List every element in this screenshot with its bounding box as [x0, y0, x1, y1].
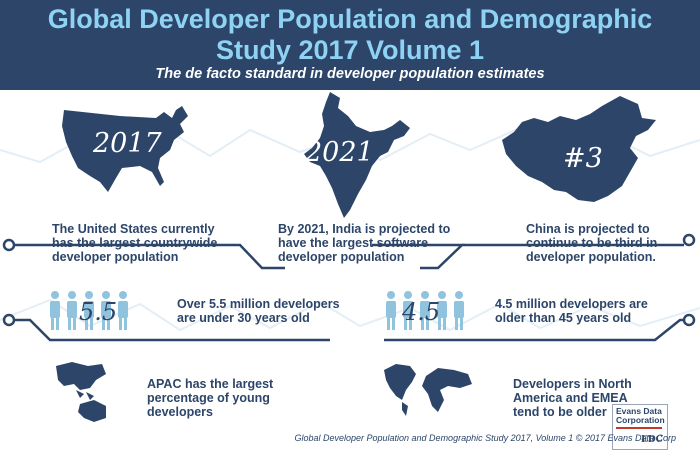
china-map [498, 96, 660, 210]
usa-year-label: 2017 [93, 128, 162, 159]
fact-usa: The United States currently has the larg… [52, 222, 217, 264]
fact-usa-line: has the largest countrywide [52, 236, 218, 250]
india-map [300, 92, 414, 220]
logo-red-bar [616, 427, 662, 429]
apac-map [50, 360, 110, 424]
fact-na-emea: Developers in North America and EMEA ten… [513, 377, 632, 419]
person-icon [67, 291, 77, 330]
north-america-emea-map [382, 362, 474, 418]
fact-old-line: 4.5 million developers are [495, 297, 648, 311]
india-year-label: 2021 [305, 137, 374, 168]
fact-india: By 2021, India is projected to have the … [278, 222, 450, 264]
people-icons-young [50, 291, 128, 330]
title-line-2: Study 2017 Volume 1 [215, 35, 485, 65]
evans-data-logo: Evans Data Corporation EDC [612, 404, 668, 450]
logo-line-1: Evans Data [616, 406, 662, 416]
fact-old: 4.5 million developers are older than 45… [495, 297, 648, 325]
young-count-number: 5.5 [79, 298, 118, 326]
footer-credit: Global Developer Population and Demograp… [294, 433, 676, 443]
logo-line-2: Corporation [616, 415, 665, 425]
page-title: Global Developer Population and Demograp… [0, 4, 700, 66]
logo-text: Evans Data Corporation [616, 407, 665, 425]
fact-india-line: developer population [278, 250, 405, 264]
fact-china-line: continue to be third in [526, 236, 658, 250]
old-count-number: 4.5 [402, 298, 441, 326]
fact-china: China is projected to continue to be thi… [526, 222, 657, 264]
fact-young-line: Over 5.5 million developers [177, 297, 340, 311]
china-rank-label: #3 [563, 143, 603, 174]
person-icon [386, 291, 396, 330]
fact-usa-line: developer population [52, 250, 179, 264]
person-icon [454, 291, 464, 330]
fact-apac-line: APAC has the largest [147, 377, 274, 391]
fact-india-line: have the largest software [278, 236, 429, 250]
person-icon [420, 291, 430, 330]
fact-apac-line: percentage of young [147, 391, 270, 405]
fact-usa-line: The United States currently [52, 222, 215, 236]
fact-young-line: are under 30 years old [177, 311, 310, 325]
person-icon [50, 291, 60, 330]
person-icon [118, 291, 128, 330]
person-icon [101, 291, 111, 330]
fact-apac: APAC has the largest percentage of young… [147, 377, 273, 419]
logo-mark: EDC [641, 435, 663, 445]
fact-china-line: China is projected to [526, 222, 650, 236]
fact-old-line: older than 45 years old [495, 311, 632, 325]
person-icon [437, 291, 447, 330]
people-icons-old [386, 291, 464, 330]
usa-map [60, 102, 192, 194]
person-icon [403, 291, 413, 330]
title-line-1: Global Developer Population and Demograp… [47, 4, 653, 34]
fact-na-emea-line: Developers in North [513, 377, 632, 391]
fact-china-line: developer population. [526, 250, 656, 264]
person-icon [84, 291, 94, 330]
fact-young: Over 5.5 million developers are under 30… [177, 297, 340, 325]
fact-na-emea-line: America and EMEA [513, 391, 628, 405]
page-subtitle: The de facto standard in developer popul… [155, 66, 545, 82]
fact-na-emea-line: tend to be older [513, 405, 607, 419]
fact-india-line: By 2021, India is projected to [278, 222, 451, 236]
fact-apac-line: developers [147, 405, 214, 419]
header-banner: Global Developer Population and Demograp… [0, 0, 700, 90]
